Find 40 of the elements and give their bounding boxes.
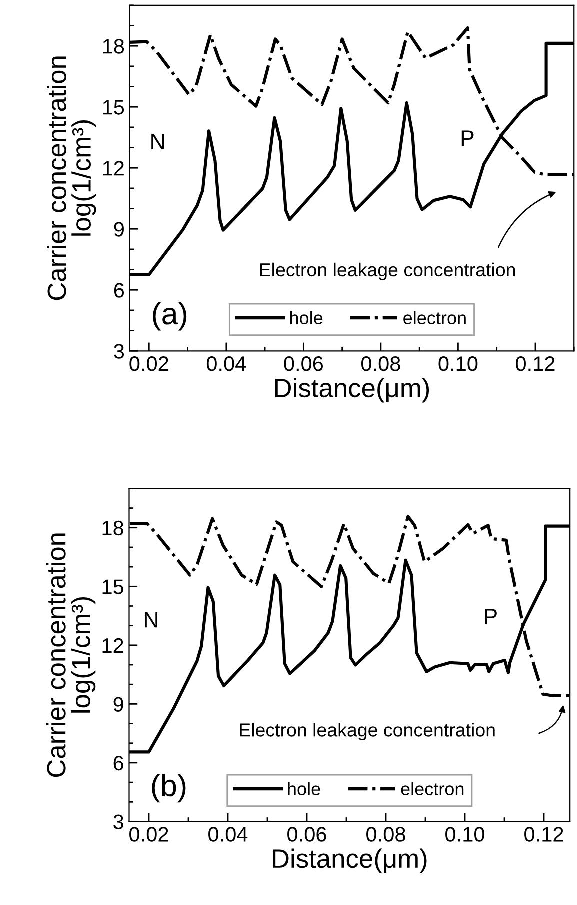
x-tick-label: 0.04 [208, 827, 248, 842]
y-tick-label: 6 [114, 756, 124, 771]
annotation: (b) [152, 774, 186, 803]
annotation: N [145, 612, 158, 628]
y-tick-label: 15 [103, 100, 124, 115]
x-tick-label: 0.08 [366, 827, 406, 842]
y-tick-label: 12 [103, 161, 124, 176]
x-tick-label: 0.12 [516, 356, 555, 372]
annotation: Electron leakage concentration [260, 262, 516, 280]
legend-label: hole [290, 311, 323, 325]
annotation: Electron leakage concentration [240, 723, 495, 741]
legend-label: electron [404, 311, 466, 325]
y-tick-label: 3 [114, 814, 124, 830]
annotation: P [485, 609, 497, 624]
y-tick-label: 6 [114, 283, 124, 298]
x-tick-label: 0.10 [438, 356, 478, 372]
y-tick-label: 15 [102, 580, 124, 594]
y-tick-label: 12 [102, 638, 124, 653]
x-axis-title: Distance(μm) [273, 848, 427, 874]
y-tick-label: 9 [114, 697, 124, 712]
x-tick-label: 0.06 [284, 356, 324, 372]
x-tick-label: 0.02 [130, 827, 168, 842]
annotation: (a) [153, 302, 187, 331]
x-tick-label: 0.10 [446, 827, 484, 842]
x-tick-label: 0.02 [130, 356, 168, 372]
x-tick-label: 0.06 [288, 827, 326, 842]
x-tick-label: 0.12 [524, 827, 564, 842]
y-tick-label: 18 [102, 520, 124, 536]
legend-label: hole [288, 782, 320, 796]
y-tick-label: 3 [114, 344, 124, 359]
x-axis-title: Distance(μm) [275, 378, 430, 403]
y-tick-label: 9 [114, 222, 124, 237]
legend-label: electron [401, 782, 464, 796]
annotation: N [152, 134, 164, 150]
x-tick-label: 0.08 [361, 356, 400, 372]
y-tick-label: 18 [103, 39, 124, 54]
annotation: P [462, 130, 474, 146]
y-axis-title: Carrier concentration log(1/cm³) [46, 534, 96, 778]
y-axis-title: Carrier concentration log(1/cm³) [47, 56, 96, 300]
x-tick-label: 0.04 [206, 356, 246, 372]
